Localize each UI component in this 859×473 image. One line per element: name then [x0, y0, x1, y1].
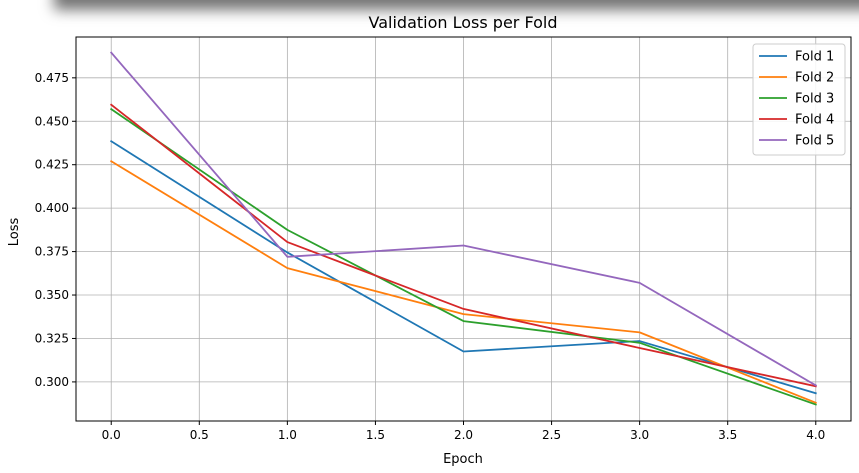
- axis-ticks: 0.0 0.5 1.0 1.5 2.0 2.5 3.0 3.5 4.0 0.300 0.325 0.3…: [35, 71, 826, 442]
- x-tick-label: 2.0: [454, 428, 473, 442]
- legend-label-fold-3: Fold 3: [795, 92, 834, 107]
- x-tick-label: 4.0: [806, 428, 825, 442]
- y-tick-label: 0.350: [35, 288, 69, 302]
- grid-lines: [76, 37, 851, 421]
- series-line-fold-2: [109, 160, 817, 404]
- legend-label-fold-2: Fold 2: [795, 71, 834, 86]
- series-line-fold-4: [109, 103, 817, 388]
- x-tick-label: 2.5: [542, 428, 561, 442]
- x-tick-label: 0.0: [102, 428, 121, 442]
- y-tick-label: 0.325: [35, 331, 69, 345]
- x-axis-label: Epoch: [443, 452, 483, 467]
- legend-label-fold-4: Fold 4: [795, 113, 834, 128]
- x-tick-label: 0.5: [190, 428, 209, 442]
- y-tick-label: 0.300: [35, 375, 69, 389]
- x-tick-label: 1.5: [366, 428, 385, 442]
- x-tick-label: 3.5: [718, 428, 737, 442]
- y-axis-label: Loss: [7, 218, 22, 247]
- chart-title: Validation Loss per Fold: [369, 13, 558, 32]
- y-tick-label: 0.375: [35, 245, 69, 259]
- x-tick-label: 3.0: [630, 428, 649, 442]
- y-tick-label: 0.450: [35, 114, 69, 128]
- series-line-fold-1: [109, 140, 817, 395]
- legend-label-fold-1: Fold 1: [795, 50, 834, 65]
- legend-box: [752, 43, 846, 156]
- y-tick-label: 0.400: [35, 201, 69, 215]
- y-tick-label: 0.475: [35, 71, 69, 85]
- legend: Fold 1 Fold 2 Fold 3 Fold 4 Fold 5: [752, 43, 846, 156]
- series-lines: [109, 51, 818, 406]
- series-line-fold-5: [109, 51, 818, 387]
- y-tick-label: 0.425: [35, 158, 69, 172]
- legend-label-fold-5: Fold 5: [795, 134, 834, 149]
- x-tick-label: 1.0: [278, 428, 297, 442]
